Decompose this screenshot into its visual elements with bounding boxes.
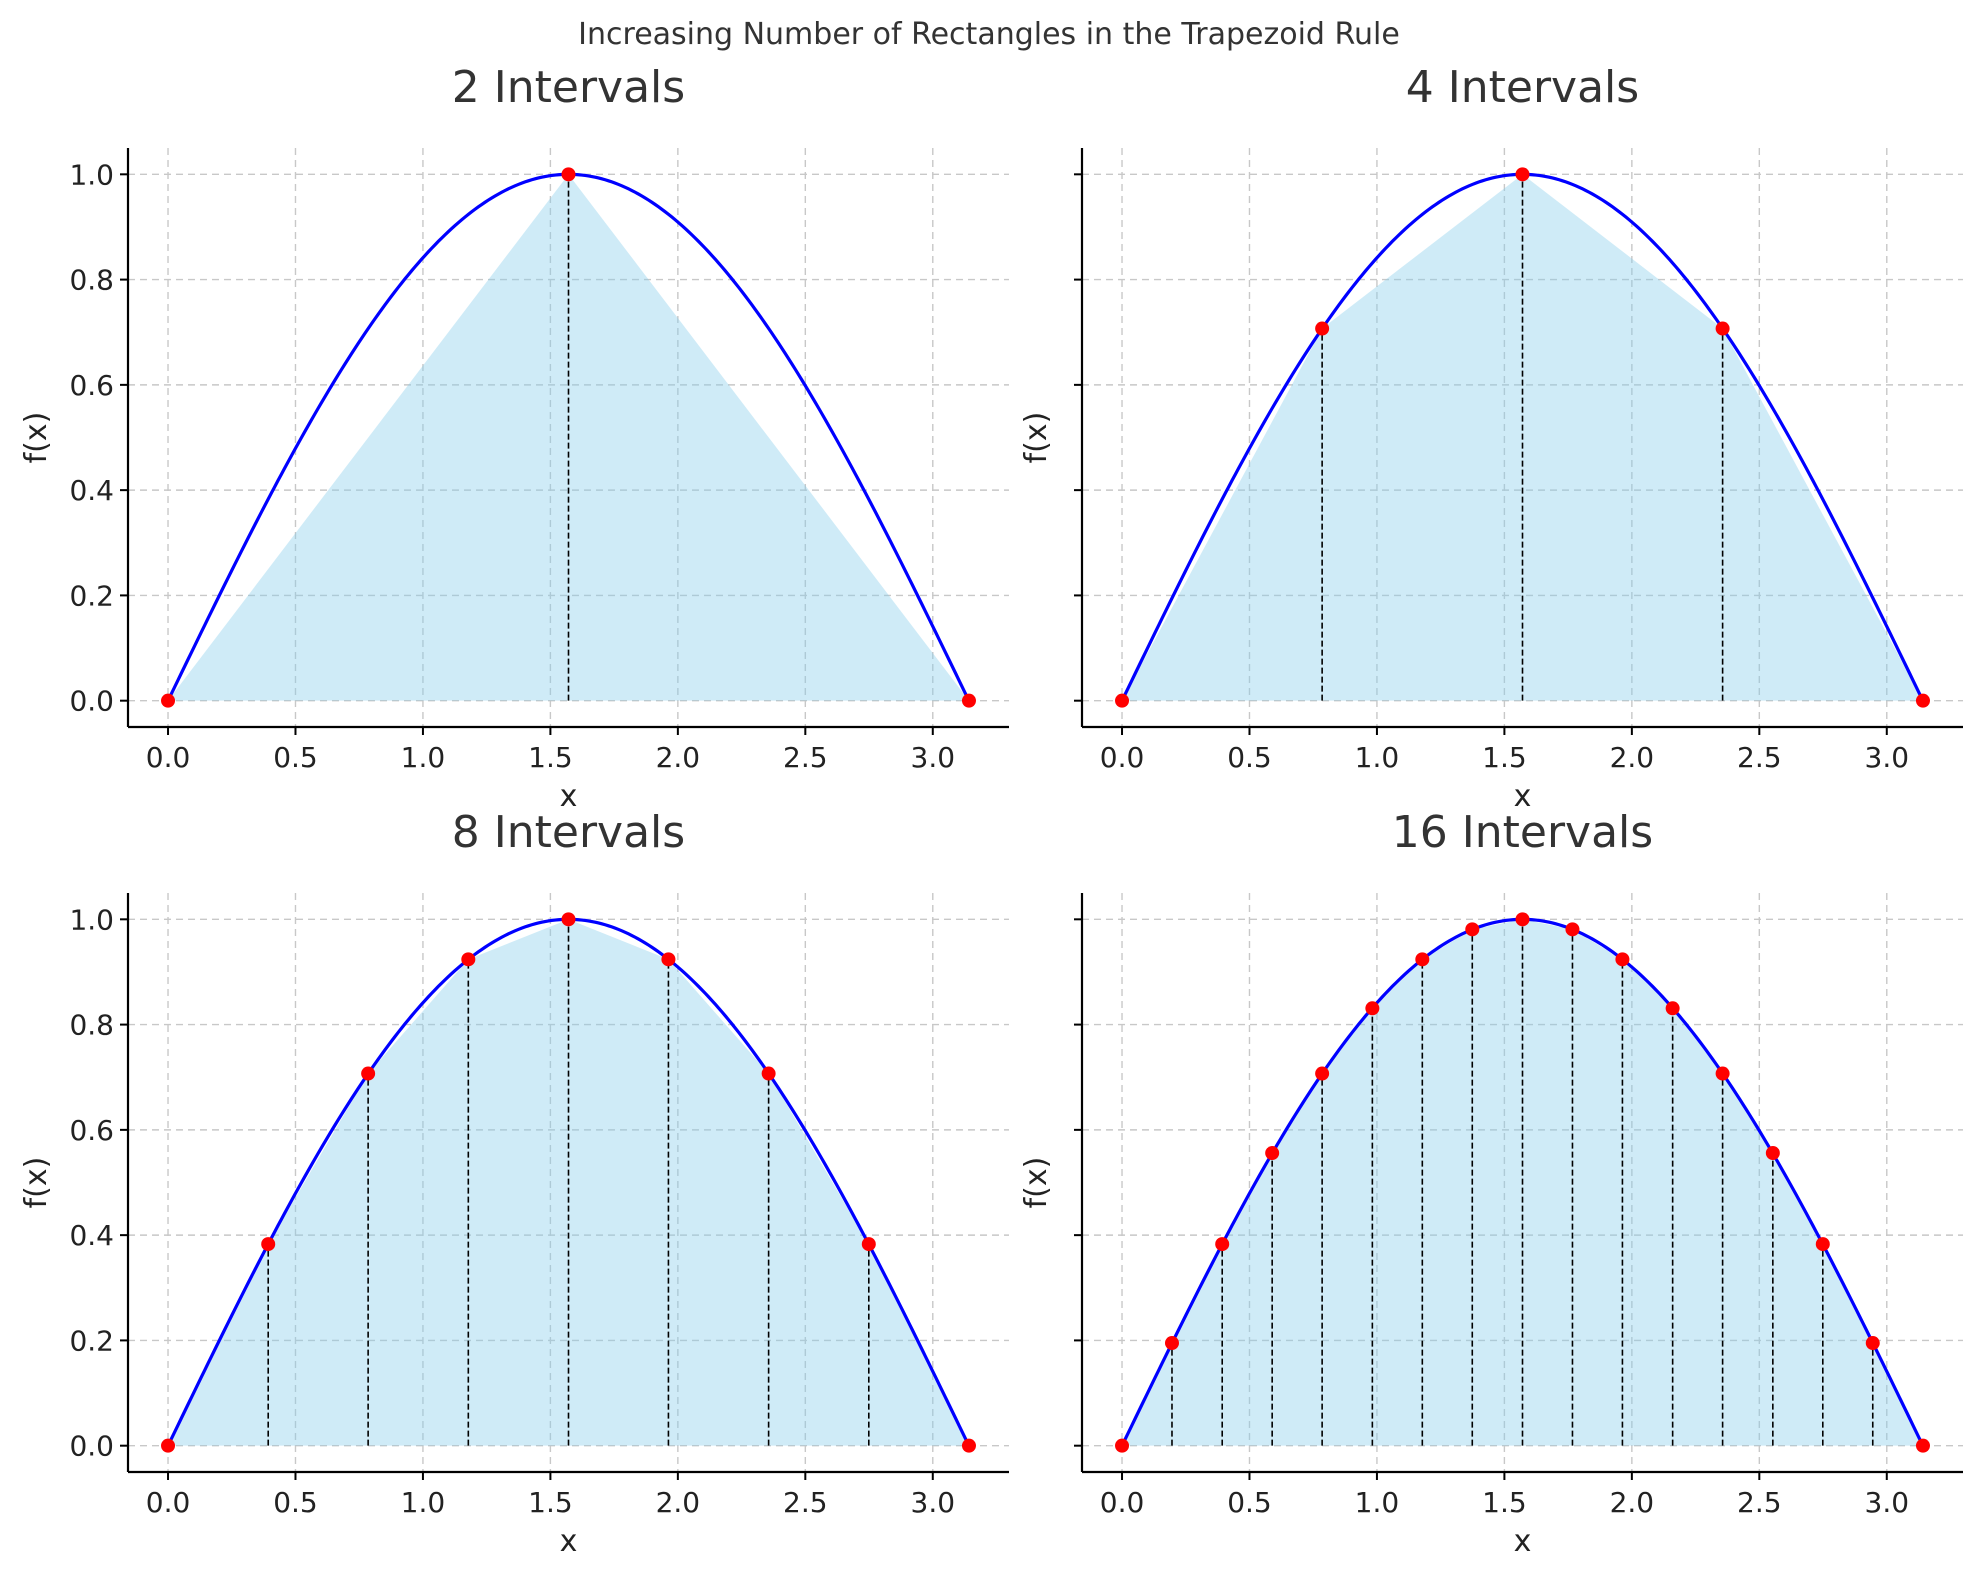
sample-point [1365, 1001, 1380, 1016]
x-tick-label: 3.0 [911, 1486, 956, 1519]
subplot-title: 4 Intervals [1406, 62, 1639, 113]
sample-point [1415, 952, 1430, 967]
x-axis-label: x [560, 1524, 578, 1559]
sample-point [1915, 693, 1930, 708]
x-tick-label: 2.5 [1737, 1486, 1782, 1519]
x-axis-label: x [1514, 779, 1532, 814]
y-axis-label: f(x) [19, 412, 54, 464]
sample-point [1265, 1146, 1280, 1161]
x-tick-label: 0.5 [273, 741, 318, 774]
y-tick-label: 0.8 [69, 1009, 114, 1042]
sample-point [1215, 1237, 1230, 1252]
x-tick-label: 1.5 [528, 1486, 573, 1519]
sample-point [1315, 321, 1330, 336]
y-tick-label: 1.0 [69, 903, 114, 936]
y-tick-label: 0.2 [69, 579, 114, 612]
x-tick-label: 1.0 [401, 1486, 446, 1519]
sample-point [1715, 321, 1730, 336]
sample-point [1915, 1438, 1930, 1453]
x-tick-label: 0.0 [146, 1486, 191, 1519]
x-tick-label: 2.5 [783, 741, 828, 774]
sample-point [561, 912, 576, 927]
sample-point [1315, 1066, 1330, 1081]
x-tick-label: 2.0 [656, 741, 701, 774]
y-tick-label: 0.8 [69, 264, 114, 297]
x-tick-label: 3.0 [911, 741, 956, 774]
y-axis-label: f(x) [1019, 1157, 1054, 1209]
sample-point [1115, 1438, 1130, 1453]
y-tick-label: 0.4 [69, 1219, 114, 1252]
x-tick-label: 2.5 [1737, 741, 1782, 774]
x-tick-label: 2.5 [783, 1486, 828, 1519]
x-tick-label: 3.0 [1865, 1486, 1910, 1519]
sample-point [1765, 1146, 1780, 1161]
x-tick-label: 2.0 [1610, 1486, 1655, 1519]
sample-point [761, 1066, 776, 1081]
figure-title: Increasing Number of Rectangles in the T… [578, 17, 1400, 52]
x-tick-label: 1.5 [1482, 741, 1527, 774]
y-tick-label: 0.0 [69, 685, 114, 718]
x-tick-label: 0.5 [1227, 741, 1272, 774]
sample-point [1865, 1336, 1880, 1351]
subplot-title: 2 Intervals [452, 62, 685, 113]
subplot-1: 0.0 0.5 1.0 1.5 2.0 2.5 3.0 0.0 0.2 0.4 0.6 0.8 1.0 2… [19, 62, 1009, 814]
subplot-title: 8 Intervals [452, 807, 685, 858]
x-tick-label: 1.0 [1355, 1486, 1400, 1519]
x-axis-label: x [1514, 1524, 1532, 1559]
y-tick-label: 0.6 [69, 369, 114, 402]
x-tick-label: 0.0 [1100, 1486, 1145, 1519]
sample-point [361, 1066, 376, 1081]
sample-point [1715, 1066, 1730, 1081]
x-tick-label: 0.5 [273, 1486, 318, 1519]
x-axis-label: x [560, 779, 578, 814]
sample-point [1115, 693, 1130, 708]
x-tick-label: 0.5 [1227, 1486, 1272, 1519]
y-tick-label: 0.2 [69, 1324, 114, 1357]
x-tick-label: 1.5 [1482, 1486, 1527, 1519]
sample-point [1515, 912, 1530, 927]
y-tick-label: 0.4 [69, 474, 114, 507]
sample-point [561, 167, 576, 182]
sample-point [1565, 922, 1580, 937]
subplot-4: 0.0 0.5 1.0 1.5 2.0 2.5 3.0 16 Intervals x f(x) [1019, 807, 1963, 1559]
x-tick-label: 1.0 [401, 741, 446, 774]
y-axis-label: f(x) [19, 1157, 54, 1209]
x-tick-label: 2.0 [656, 1486, 701, 1519]
sample-point [261, 1237, 276, 1252]
sample-point [961, 1438, 976, 1453]
sample-point [1164, 1336, 1179, 1351]
sample-point [861, 1237, 876, 1252]
y-tick-label: 0.0 [69, 1430, 114, 1463]
subplot-2: 0.0 0.5 1.0 1.5 2.0 2.5 3.0 4 Intervals x f(x) [1019, 62, 1963, 814]
x-tick-label: 0.0 [1100, 741, 1145, 774]
x-tick-label: 3.0 [1865, 741, 1910, 774]
sample-point [961, 693, 976, 708]
x-tick-label: 1.0 [1355, 741, 1400, 774]
sample-point [1515, 167, 1530, 182]
y-tick-label: 1.0 [69, 158, 114, 191]
sample-point [461, 952, 476, 967]
x-tick-label: 1.5 [528, 741, 573, 774]
subplot-3: 0.0 0.5 1.0 1.5 2.0 2.5 3.0 0.0 0.2 0.4 0.6 0.8 1.0 8… [19, 807, 1009, 1559]
sample-point [1615, 952, 1630, 967]
sample-point [161, 693, 176, 708]
x-tick-label: 2.0 [1610, 741, 1655, 774]
sample-point [1465, 922, 1480, 937]
y-tick-label: 0.6 [69, 1114, 114, 1147]
sample-point [161, 1438, 176, 1453]
x-tick-label: 0.0 [146, 741, 191, 774]
y-axis-label: f(x) [1019, 412, 1054, 464]
sample-point [661, 952, 676, 967]
sample-point [1815, 1237, 1830, 1252]
subplot-title: 16 Intervals [1392, 807, 1653, 858]
sample-point [1665, 1001, 1680, 1016]
